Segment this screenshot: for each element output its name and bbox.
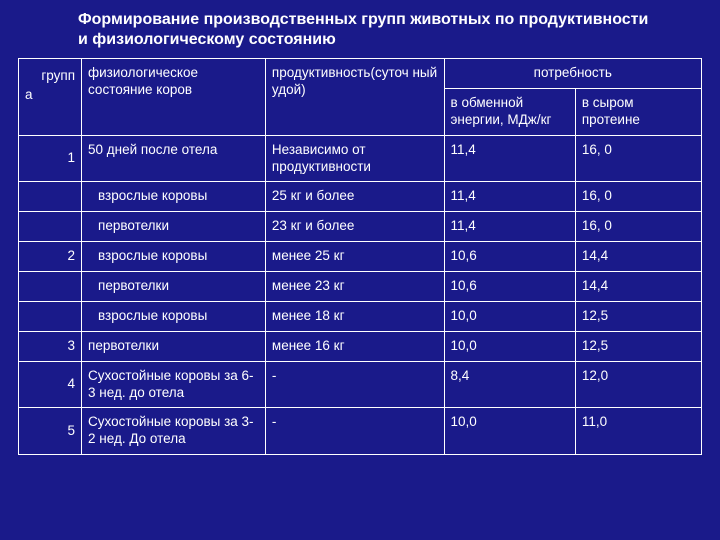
cell-prod: 25 кг и более [265, 182, 444, 212]
title-line2: и физиологическому состоянию [78, 31, 336, 48]
group-number [19, 212, 82, 242]
cell-prod: Независимо от продуктивности [265, 135, 444, 182]
cell-energy: 10,0 [444, 408, 575, 455]
cell-prod: - [265, 408, 444, 455]
table-row: 5 Сухостойные коровы за 3-2 нед. До отел… [19, 408, 702, 455]
cell-protein: 16, 0 [575, 212, 701, 242]
col-head-group: групп а [19, 59, 82, 136]
slide-title: Формирование производственных групп живо… [78, 10, 702, 50]
table-row: первотелки менее 23 кг 10,6 14,4 [19, 272, 702, 302]
group-number: 1 [19, 135, 82, 182]
group-number: 5 [19, 408, 82, 455]
cell-state: взрослые коровы [82, 182, 266, 212]
cell-state: взрослые коровы [82, 301, 266, 331]
table-row: взрослые коровы менее 18 кг 10,0 12,5 [19, 301, 702, 331]
cell-prod: менее 16 кг [265, 331, 444, 361]
cell-protein: 16, 0 [575, 182, 701, 212]
data-table: групп а физиологическое состояние коров … [18, 58, 702, 455]
col-head-state: физиологическое состояние коров [82, 59, 266, 136]
cell-state: первотелки [82, 331, 266, 361]
table-row: 1 50 дней после отела Независимо от прод… [19, 135, 702, 182]
cell-protein: 12,5 [575, 301, 701, 331]
cell-energy: 10,6 [444, 242, 575, 272]
col-head-productivity: продуктивность(суточ ный удой) [265, 59, 444, 136]
cell-state: первотелки [82, 272, 266, 302]
col-head-energy: в обменной энергии, МДж/кг [444, 88, 575, 135]
group-number [19, 182, 82, 212]
cell-prod: менее 23 кг [265, 272, 444, 302]
cell-state: Сухостойные коровы за 6-3 нед. до отела [82, 361, 266, 408]
cell-protein: 16, 0 [575, 135, 701, 182]
cell-energy: 11,4 [444, 212, 575, 242]
group-number [19, 301, 82, 331]
cell-prod: - [265, 361, 444, 408]
cell-prod: 23 кг и более [265, 212, 444, 242]
cell-state: Сухостойные коровы за 3-2 нед. До отела [82, 408, 266, 455]
group-number [19, 272, 82, 302]
header-row-1: групп а физиологическое состояние коров … [19, 59, 702, 89]
cell-protein: 12,5 [575, 331, 701, 361]
cell-protein: 12,0 [575, 361, 701, 408]
table-row: 2 взрослые коровы менее 25 кг 10,6 14,4 [19, 242, 702, 272]
table-row: взрослые коровы 25 кг и более 11,4 16, 0 [19, 182, 702, 212]
group-head-bottom: а [25, 87, 33, 102]
table-row: первотелки 23 кг и более 11,4 16, 0 [19, 212, 702, 242]
cell-protein: 11,0 [575, 408, 701, 455]
cell-energy: 11,4 [444, 135, 575, 182]
cell-state: 50 дней после отела [82, 135, 266, 182]
cell-energy: 10,0 [444, 331, 575, 361]
col-head-protein: в сыром протеине [575, 88, 701, 135]
title-line1: Формирование производственных групп живо… [78, 11, 648, 28]
cell-energy: 10,0 [444, 301, 575, 331]
group-number: 2 [19, 242, 82, 272]
cell-prod: менее 25 кг [265, 242, 444, 272]
cell-state: первотелки [82, 212, 266, 242]
group-number: 4 [19, 361, 82, 408]
cell-protein: 14,4 [575, 272, 701, 302]
cell-energy: 10,6 [444, 272, 575, 302]
cell-protein: 14,4 [575, 242, 701, 272]
cell-energy: 11,4 [444, 182, 575, 212]
cell-energy: 8,4 [444, 361, 575, 408]
group-number: 3 [19, 331, 82, 361]
table-row: 3 первотелки менее 16 кг 10,0 12,5 [19, 331, 702, 361]
table-row: 4 Сухостойные коровы за 6-3 нед. до отел… [19, 361, 702, 408]
col-head-need: потребность [444, 59, 701, 89]
cell-prod: менее 18 кг [265, 301, 444, 331]
cell-state: взрослые коровы [82, 242, 266, 272]
group-head-top: групп [41, 68, 75, 83]
